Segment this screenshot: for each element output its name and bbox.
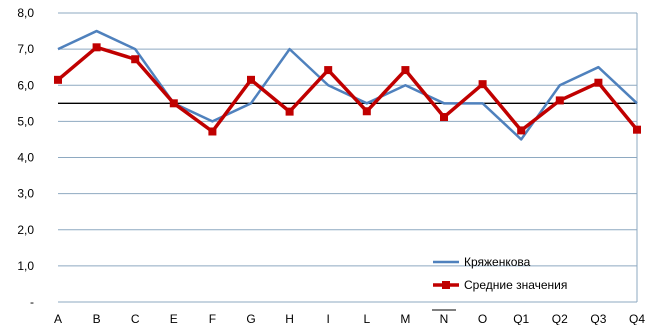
data-point-marker xyxy=(169,99,178,108)
x-tick-label: M xyxy=(400,312,410,325)
x-tick-label: Q4 xyxy=(629,312,645,325)
data-point-marker xyxy=(517,126,526,135)
x-tick-label: Q1 xyxy=(513,312,529,325)
data-point-marker xyxy=(131,55,140,64)
data-point-marker xyxy=(54,75,62,84)
y-tick-label: 5,0 xyxy=(17,114,34,128)
legend-label-averages: Средние значения xyxy=(464,278,567,292)
x-axis: A B C E F G H I L M N O Q1 Q2 Q3 Q4 xyxy=(54,309,645,325)
x-tick-label: F xyxy=(209,312,216,325)
y-axis: - 1,0 2,0 3,0 4,0 5,0 6,0 7,0 8,0 xyxy=(17,6,34,309)
y-tick-label: 2,0 xyxy=(17,223,34,237)
x-tick-label: G xyxy=(246,312,255,325)
x-tick-label: O xyxy=(478,312,487,325)
y-tick-label: 7,0 xyxy=(17,42,34,56)
y-tick-label: 4,0 xyxy=(17,151,34,165)
x-tick-label: A xyxy=(54,312,62,325)
data-point-marker xyxy=(594,78,603,87)
y-tick-label: 3,0 xyxy=(17,187,34,201)
data-point-marker xyxy=(362,107,371,116)
legend: Кряженкова Средние значения xyxy=(433,255,567,292)
data-point-marker xyxy=(285,107,294,116)
x-tick-label: Q2 xyxy=(552,312,568,325)
y-tick-label: 6,0 xyxy=(17,78,34,92)
data-point-marker xyxy=(401,66,410,75)
data-point-marker xyxy=(633,125,641,134)
x-tick-label: Q3 xyxy=(590,312,606,325)
y-tick-label: 8,0 xyxy=(17,6,34,20)
data-point-marker xyxy=(92,43,101,52)
x-tick-label: L xyxy=(363,312,370,325)
series-group xyxy=(54,29,641,141)
x-tick-label: N xyxy=(440,312,449,325)
series-line-averages xyxy=(56,45,639,134)
data-point-marker xyxy=(247,75,255,84)
x-tick-label: C xyxy=(131,312,140,325)
x-tick-label: I xyxy=(327,312,330,325)
data-point-marker xyxy=(478,80,487,89)
y-tick-label: 1,0 xyxy=(17,259,34,273)
data-point-marker xyxy=(440,113,448,122)
x-tick-label: H xyxy=(285,312,294,325)
x-tick-label: E xyxy=(170,312,178,325)
series-line-kryazhenkova xyxy=(57,29,638,141)
data-point-marker xyxy=(324,66,333,75)
x-tick-label: B xyxy=(93,312,101,325)
data-point-marker xyxy=(208,127,217,136)
legend-marker-averages xyxy=(442,281,450,289)
grid-lines xyxy=(58,12,638,303)
legend-label-kryazhenkova: Кряженкова xyxy=(464,255,531,269)
y-tick-label: - xyxy=(30,295,34,309)
data-point-marker xyxy=(555,96,564,105)
